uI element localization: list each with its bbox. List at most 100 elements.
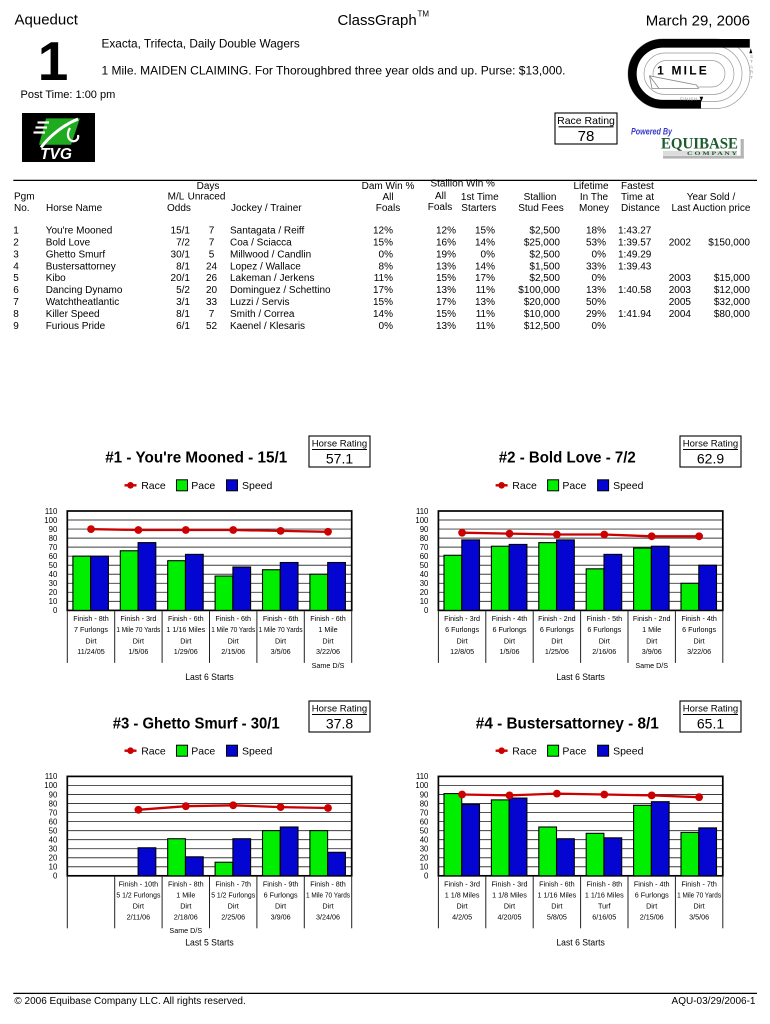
svg-text:Race: Race [141, 746, 166, 758]
svg-text:Finish - 6th: Finish - 6th [168, 614, 204, 623]
svg-text:Finish - 6th: Finish - 6th [215, 614, 251, 623]
svg-text:Time at: Time at [621, 192, 654, 203]
svg-text:33%: 33% [586, 261, 606, 272]
svg-text:Finish - 9th: Finish - 9th [263, 880, 299, 889]
svg-text:12%: 12% [436, 225, 456, 236]
svg-text:1 1/8 Miles: 1 1/8 Miles [445, 890, 480, 899]
svg-text:2/15/06: 2/15/06 [640, 913, 664, 922]
svg-text:$32,000: $32,000 [714, 297, 751, 308]
svg-text:70: 70 [420, 808, 429, 817]
svg-text:1 1/8 Miles: 1 1/8 Miles [492, 890, 527, 899]
svg-text:70: 70 [49, 543, 58, 552]
svg-text:Starters: Starters [461, 203, 496, 214]
svg-text:60: 60 [49, 817, 58, 826]
svg-text:2: 2 [13, 237, 19, 248]
svg-text:Finish - 3rd: Finish - 3rd [120, 614, 156, 623]
svg-text:M/L: M/L [168, 192, 185, 203]
svg-text:3/22/06: 3/22/06 [316, 647, 340, 656]
svg-text:2/11/06: 2/11/06 [127, 913, 150, 922]
svg-text:90: 90 [49, 790, 58, 799]
svg-text:15%: 15% [436, 273, 456, 284]
svg-text:90: 90 [420, 790, 429, 799]
svg-text:2004: 2004 [669, 309, 692, 320]
svg-text:Pace: Pace [191, 746, 215, 758]
svg-text:8%: 8% [379, 261, 394, 272]
svg-text:30: 30 [420, 579, 429, 588]
svg-text:T: T [750, 75, 753, 80]
svg-text:1 1/16 Miles: 1 1/16 Miles [538, 890, 577, 899]
svg-text:3/9/06: 3/9/06 [642, 647, 662, 656]
svg-text:3/1: 3/1 [176, 297, 190, 308]
svg-text:1:39.57: 1:39.57 [618, 237, 652, 248]
svg-text:9: 9 [13, 321, 19, 332]
svg-text:ClassGraph: ClassGraph [338, 12, 417, 29]
svg-text:6: 6 [13, 285, 19, 296]
svg-text:60: 60 [420, 552, 429, 561]
svg-text:Exacta, Trifecta, Daily Double: Exacta, Trifecta, Daily Double Wagers [102, 36, 300, 50]
svg-text:Dirt: Dirt [133, 902, 144, 911]
svg-text:Jockey / Trainer: Jockey / Trainer [231, 203, 302, 214]
svg-text:A: A [750, 64, 754, 69]
svg-text:#2 - Bold Love - 7/2: #2 - Bold Love - 7/2 [499, 450, 636, 467]
svg-text:7: 7 [13, 297, 19, 308]
svg-text:Speed: Speed [242, 480, 273, 492]
svg-text:3/5/06: 3/5/06 [689, 913, 709, 922]
svg-text:1:43.27: 1:43.27 [618, 225, 652, 236]
svg-text:Distance: Distance [621, 203, 660, 214]
svg-text:Dam Win %: Dam Win % [362, 181, 415, 192]
svg-text:Bold Love: Bold Love [46, 237, 91, 248]
svg-text:Dirt: Dirt [551, 902, 562, 911]
svg-text:30/1: 30/1 [171, 249, 191, 260]
svg-text:6 Furlongs: 6 Furlongs [264, 890, 298, 899]
svg-text:Furious Pride: Furious Pride [46, 321, 106, 332]
svg-text:Race Rating: Race Rating [557, 115, 615, 127]
svg-text:Finish - 8th: Finish - 8th [168, 880, 204, 889]
svg-text:1st Time: 1st Time [461, 192, 499, 203]
svg-text:Ghetto Smurf: Ghetto Smurf [46, 249, 106, 260]
svg-text:20/1: 20/1 [171, 273, 191, 284]
svg-text:16%: 16% [436, 237, 456, 248]
svg-text:14%: 14% [475, 261, 495, 272]
svg-text:6 Furlongs: 6 Furlongs [540, 625, 574, 634]
svg-text:52: 52 [206, 321, 218, 332]
svg-text:70: 70 [420, 543, 429, 552]
svg-text:7/2: 7/2 [176, 237, 190, 248]
svg-text:12/8/05: 12/8/05 [450, 647, 474, 656]
svg-text:24: 24 [206, 261, 218, 272]
svg-text:1 Mile 70 Yards: 1 Mile 70 Yards [677, 890, 721, 899]
svg-text:3: 3 [13, 249, 19, 260]
svg-text:2002: 2002 [669, 237, 692, 248]
svg-text:Fastest: Fastest [621, 181, 654, 192]
svg-text:Post Time: 1:00 pm: Post Time: 1:00 pm [21, 89, 116, 101]
svg-text:Horse Rating: Horse Rating [312, 704, 367, 715]
svg-text:80: 80 [420, 534, 429, 543]
svg-text:6 Furlongs: 6 Furlongs [587, 625, 621, 634]
svg-text:Race: Race [512, 480, 537, 492]
svg-text:2005: 2005 [669, 297, 692, 308]
svg-text:Finish - 7th: Finish - 7th [681, 880, 717, 889]
svg-text:EQUIBASE: EQUIBASE [661, 136, 738, 153]
svg-text:18%: 18% [586, 225, 606, 236]
svg-text:14%: 14% [373, 309, 393, 320]
svg-text:Same D/S: Same D/S [169, 926, 202, 935]
svg-text:5: 5 [209, 249, 215, 260]
svg-text:80: 80 [49, 534, 58, 543]
svg-text:Santagata / Reiff: Santagata / Reiff [230, 225, 305, 236]
svg-text:Horse Rating: Horse Rating [683, 439, 738, 450]
svg-text:1:40.58: 1:40.58 [618, 285, 652, 296]
svg-text:30: 30 [49, 844, 58, 853]
svg-text:110: 110 [45, 772, 58, 781]
svg-text:1/5/06: 1/5/06 [500, 647, 520, 656]
svg-text:2/15/06: 2/15/06 [221, 647, 245, 656]
svg-text:© 2006 Equibase Company LLC. A: © 2006 Equibase Company LLC. All rights … [14, 996, 245, 1007]
svg-text:0%: 0% [379, 249, 394, 260]
svg-text:1 Mile: 1 Mile [642, 625, 661, 634]
svg-text:2/25/06: 2/25/06 [221, 913, 245, 922]
svg-text:Race: Race [512, 746, 537, 758]
svg-text:100: 100 [415, 516, 429, 525]
svg-text:Finish - 4th: Finish - 4th [492, 614, 528, 623]
svg-text:$2,500: $2,500 [529, 249, 560, 260]
svg-text:C O M P A N Y: C O M P A N Y [687, 151, 737, 157]
svg-text:40: 40 [420, 570, 429, 579]
svg-text:Finish - 10th: Finish - 10th [119, 880, 159, 889]
